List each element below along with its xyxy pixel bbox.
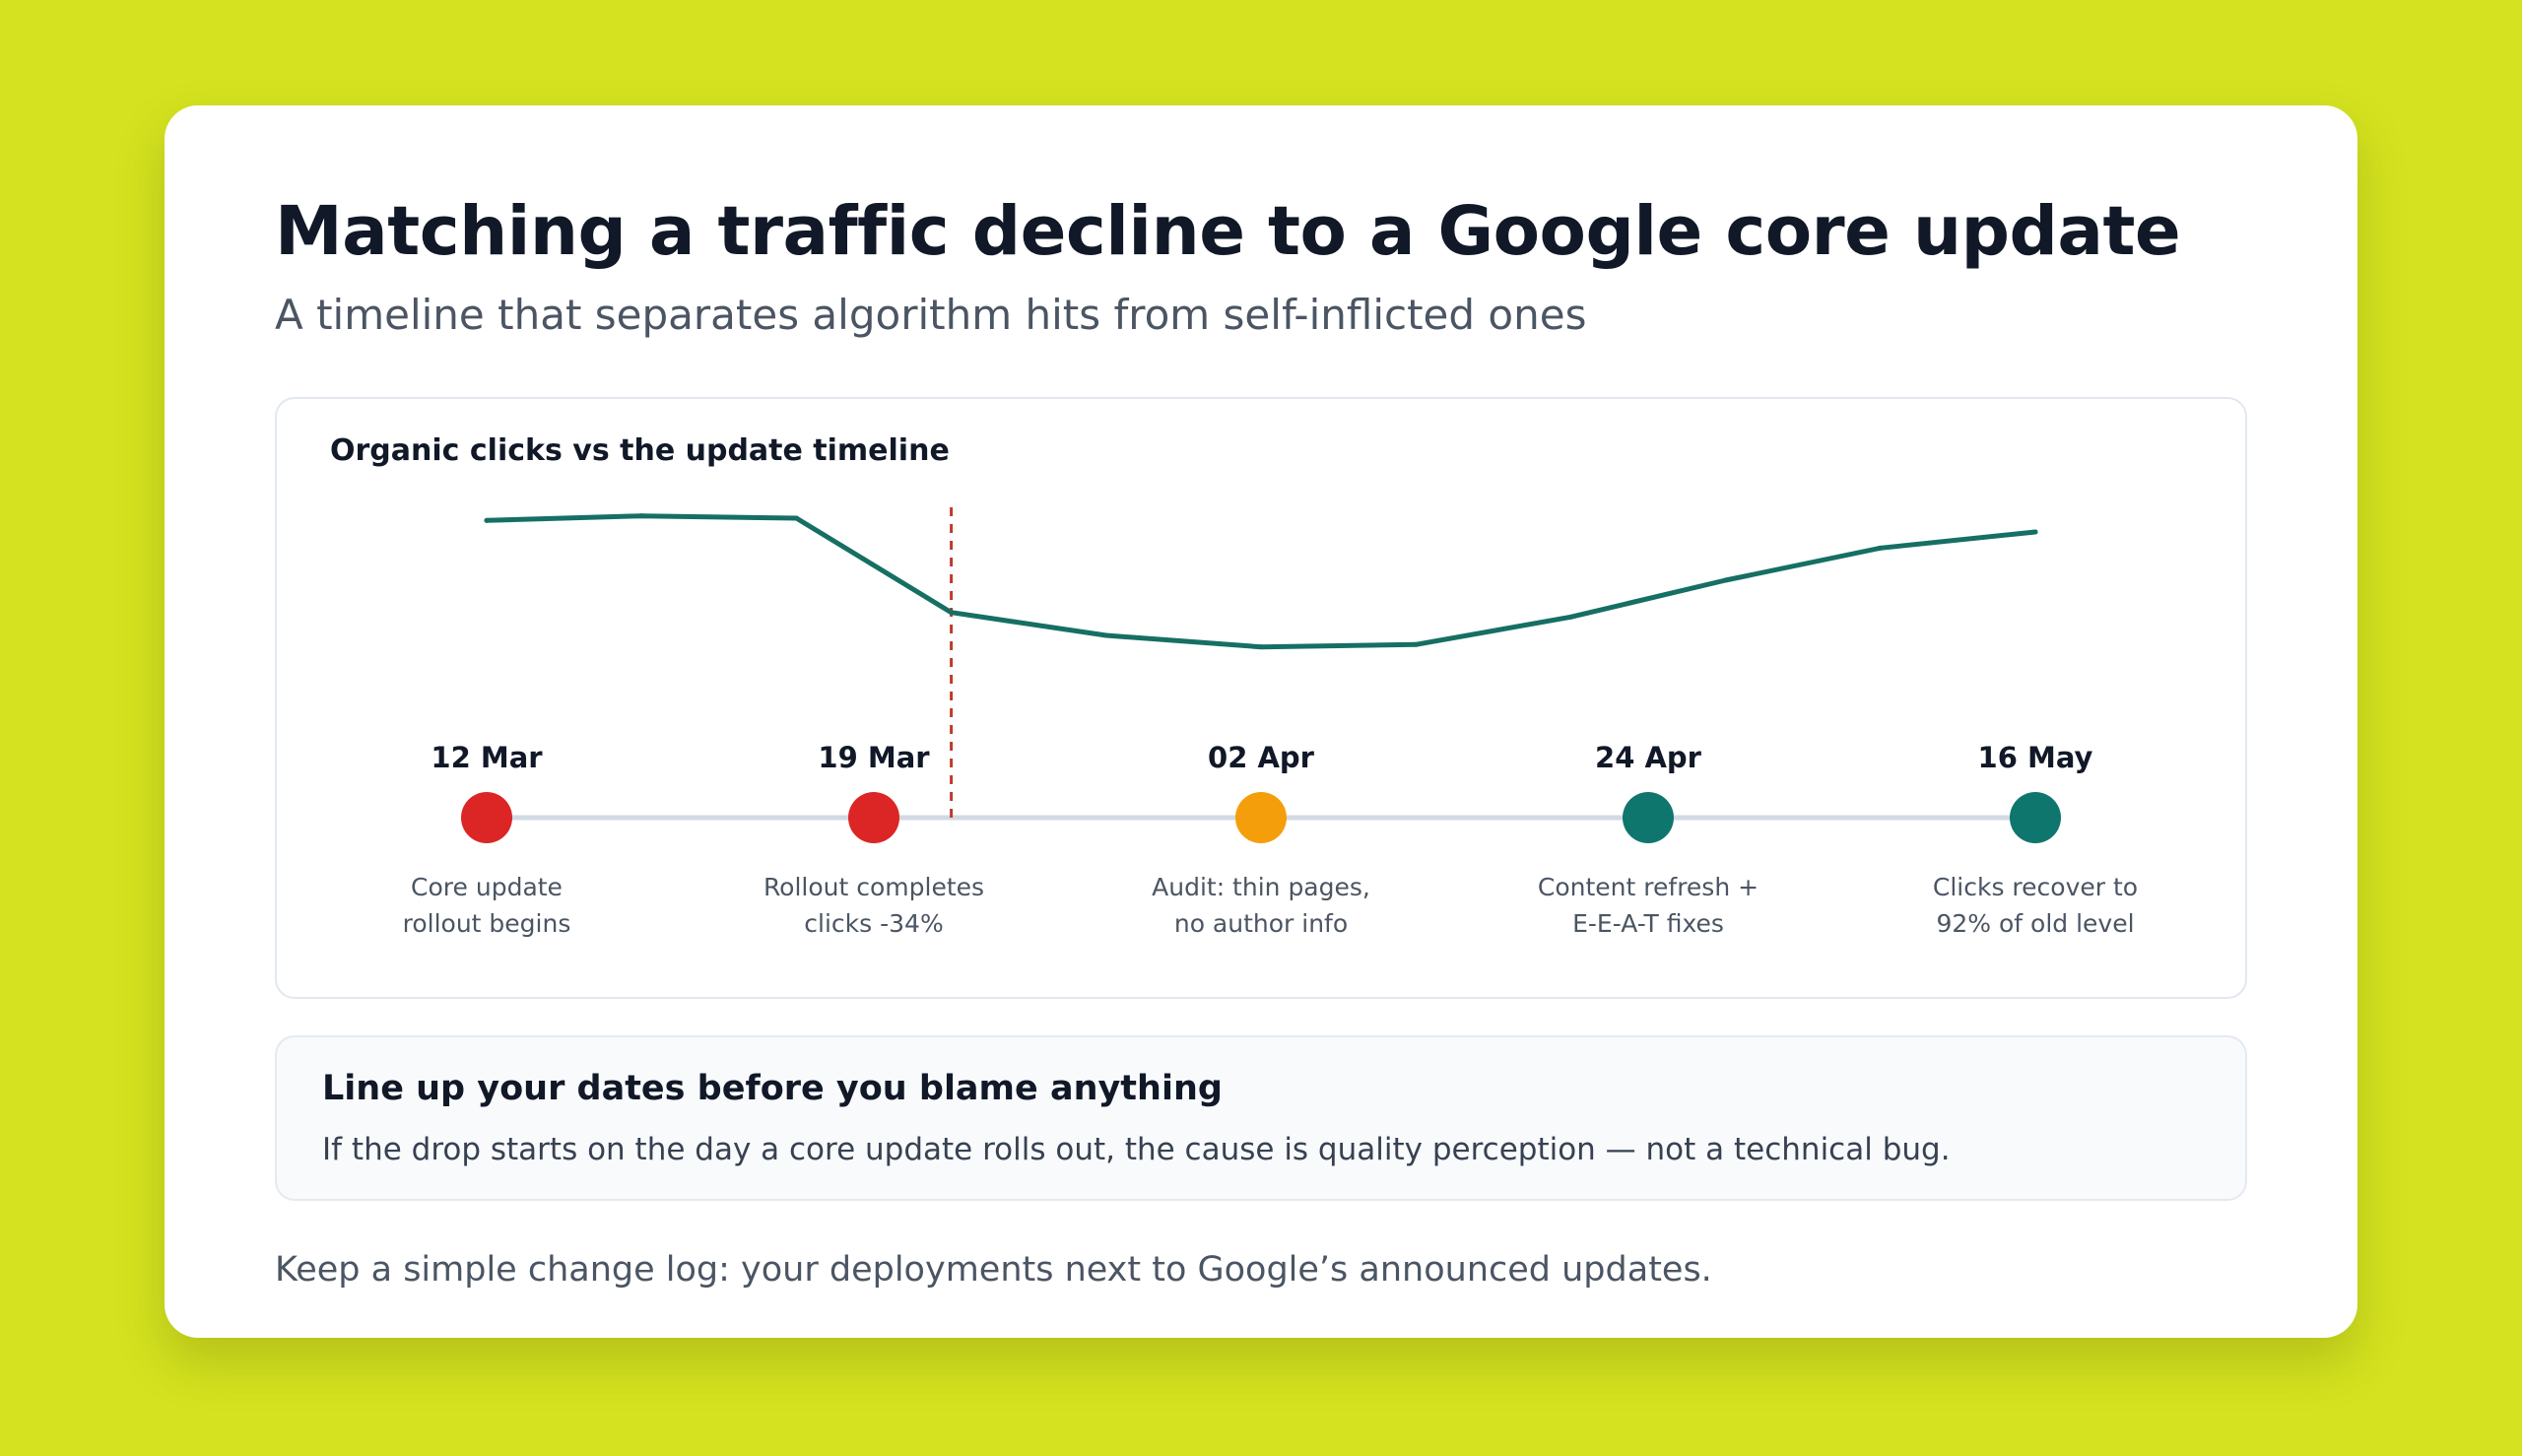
callout-heading: Line up your dates before you blame anyt… <box>322 1069 1223 1108</box>
page-subtitle: A timeline that separates algorithm hits… <box>275 291 1587 339</box>
timeline-dot-1 <box>848 792 899 843</box>
timeline-label-3-line-0: Content refresh + <box>1538 873 1759 901</box>
callout-box: Line up your dates before you blame anyt… <box>275 1035 2247 1201</box>
chart-panel: Organic clicks vs the update timeline 12 … <box>275 397 2247 999</box>
footer-note: Keep a simple change log: your deploymen… <box>275 1250 1712 1290</box>
organic-clicks-point-3 <box>949 610 955 616</box>
callout-body: If the drop starts on the day a core upd… <box>322 1132 1951 1167</box>
timeline-label-4-line-1: 92% of old level <box>1936 909 2134 938</box>
organic-clicks-point-7 <box>1567 614 1573 620</box>
timeline-date-2: 02 Apr <box>1208 741 1315 774</box>
timeline-dot-4 <box>2010 792 2061 843</box>
timeline-date-3: 24 Apr <box>1595 741 1702 774</box>
chart-title: Organic clicks vs the update timeline <box>330 433 950 468</box>
timeline-label-0-line-0: Core update <box>411 873 563 901</box>
organic-clicks-point-10 <box>2032 529 2038 535</box>
organic-clicks-line <box>484 513 2038 650</box>
timeline-label-1-line-1: clicks -34% <box>804 909 943 938</box>
page-title: Matching a traffic decline to a Google c… <box>275 192 2181 271</box>
timeline-label-2-line-0: Audit: thin pages, <box>1152 873 1370 901</box>
timeline-date-4: 16 May <box>1978 741 2093 774</box>
timeline-date-0: 12 Mar <box>431 741 543 774</box>
organic-clicks-point-8 <box>1723 577 1729 583</box>
timeline-dot-0 <box>461 792 512 843</box>
timeline-label-0-line-1: rollout begins <box>403 909 571 938</box>
timeline-label-4-line-0: Clicks recover to <box>1933 873 2138 901</box>
organic-clicks-point-6 <box>1413 641 1419 647</box>
content-card: Matching a traffic decline to a Google c… <box>165 105 2357 1338</box>
organic-clicks-point-0 <box>484 517 490 523</box>
timeline-label-2-line-1: no author info <box>1174 909 1348 938</box>
organic-clicks-point-5 <box>1258 644 1264 650</box>
organic-clicks-point-2 <box>793 515 799 521</box>
timeline-label-1-line-0: Rollout completes <box>763 873 984 901</box>
timeline-label-3-line-1: E-E-A-T fixes <box>1572 909 1724 938</box>
organic-clicks-point-1 <box>638 513 644 519</box>
timeline-chart: Organic clicks vs the update timeline 12 … <box>330 433 2138 938</box>
timeline-date-1: 19 Mar <box>818 741 930 774</box>
organic-clicks-point-4 <box>1103 632 1109 638</box>
timeline-dot-2 <box>1235 792 1287 843</box>
timeline-dot-3 <box>1623 792 1674 843</box>
organic-clicks-point-9 <box>1878 545 1884 551</box>
